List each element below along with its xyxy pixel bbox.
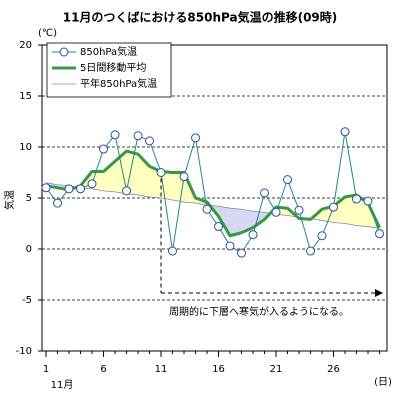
marker — [53, 198, 63, 208]
marker — [294, 205, 304, 215]
marker — [156, 168, 166, 177]
x-tick-label: 1 — [43, 364, 49, 375]
marker — [179, 172, 189, 182]
y-tick-label: 15 — [19, 91, 32, 102]
y-tick-label: 0 — [26, 244, 32, 255]
marker — [168, 246, 178, 256]
anomaly-fill — [126, 151, 139, 195]
marker — [225, 241, 235, 251]
legend-label: 850hPa気温 — [80, 45, 137, 58]
marker — [87, 179, 97, 189]
x-tick-label: 11 — [155, 364, 168, 375]
arrow-head — [375, 289, 383, 297]
marker — [271, 207, 281, 217]
marker — [340, 127, 350, 137]
series-line — [45, 182, 380, 229]
marker — [317, 231, 327, 241]
x-tick-label: 6 — [100, 364, 106, 375]
marker — [76, 184, 86, 194]
series-line — [45, 131, 380, 254]
anomaly-fill — [333, 196, 346, 224]
legend-label: 5日間移動平均 — [80, 61, 146, 74]
annotation-text: 周期的に下層へ寒気が入るようになる。 — [169, 305, 349, 318]
plot-frame — [41, 44, 388, 352]
marker — [375, 229, 385, 239]
y-unit: (℃) — [38, 28, 57, 39]
marker — [110, 130, 120, 140]
marker — [64, 184, 74, 194]
marker — [283, 175, 293, 185]
marker — [191, 133, 201, 143]
y-tick-label: 5 — [26, 193, 32, 204]
marker — [248, 230, 258, 240]
anomaly-fill — [230, 208, 242, 236]
y-tick-label: -10 — [16, 346, 32, 357]
x-tick-label: 21 — [270, 364, 283, 375]
x-unit: (日) — [374, 377, 392, 388]
marker — [237, 248, 247, 258]
marker — [122, 186, 132, 196]
y-tick-label: 10 — [19, 142, 32, 153]
marker — [41, 183, 51, 193]
x-tick-label: 26 — [327, 364, 340, 375]
marker — [99, 144, 109, 154]
marker — [145, 136, 155, 146]
x-label: 11月 — [51, 379, 74, 391]
y-label: 気温 — [3, 190, 16, 210]
legend-label: 平年850hPa気温 — [80, 77, 157, 90]
anomaly-fill — [115, 151, 127, 194]
anomaly-fill — [241, 209, 254, 233]
marker — [133, 131, 143, 141]
y-tick-label: -5 — [22, 295, 32, 306]
marker — [260, 188, 270, 198]
series-line — [45, 149, 381, 238]
y-tick-label: 20 — [19, 40, 32, 51]
marker — [363, 196, 373, 206]
anomaly-fill — [103, 161, 116, 192]
marker — [306, 246, 316, 256]
anomaly-fill — [345, 194, 357, 226]
chart-title: 11月のつくばにおける850hPa気温の推移(09時) — [63, 10, 338, 25]
marker — [202, 204, 212, 214]
marker — [329, 202, 339, 212]
marker — [352, 194, 362, 204]
x-tick-label: 16 — [212, 364, 225, 375]
marker — [214, 222, 224, 232]
legend-marker — [59, 47, 69, 57]
